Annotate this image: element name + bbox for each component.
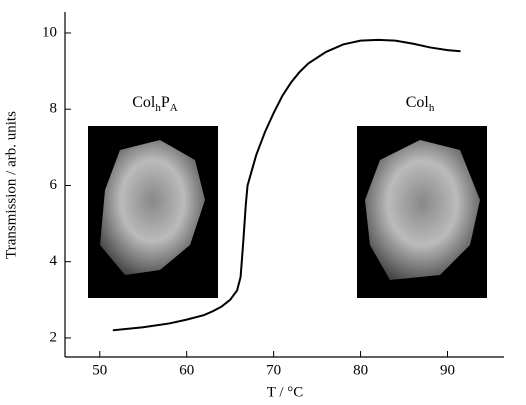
annotation-text: P: [161, 94, 170, 111]
x-tick-label: 60: [179, 362, 194, 378]
annotation-text: Col: [406, 94, 430, 111]
annotation-subscript: h: [429, 102, 435, 114]
y-tick-label: 6: [50, 177, 58, 193]
x-tick-label: 50: [92, 362, 107, 378]
x-tick-label: 70: [266, 362, 281, 378]
y-tick-label: 4: [50, 253, 58, 269]
y-axis-label: Transmission / arb. units: [3, 111, 19, 259]
x-tick-label: 80: [353, 362, 368, 378]
annotation: ColhPA: [132, 94, 178, 114]
data-line: [112, 38, 461, 332]
y-tick-label: 2: [50, 329, 58, 345]
annotation-text: Col: [132, 94, 156, 111]
y-tick-label: 10: [42, 24, 57, 40]
x-tick-label: 90: [440, 362, 455, 378]
inset-image-right: [357, 126, 487, 298]
inset-image-left: [88, 126, 218, 298]
annotation-subscript: h: [155, 102, 161, 114]
annotation: Colh: [406, 94, 435, 114]
y-tick-label: 8: [50, 101, 58, 117]
annotation-subscript: A: [170, 102, 178, 114]
x-axis-label: T / °C: [267, 384, 304, 400]
